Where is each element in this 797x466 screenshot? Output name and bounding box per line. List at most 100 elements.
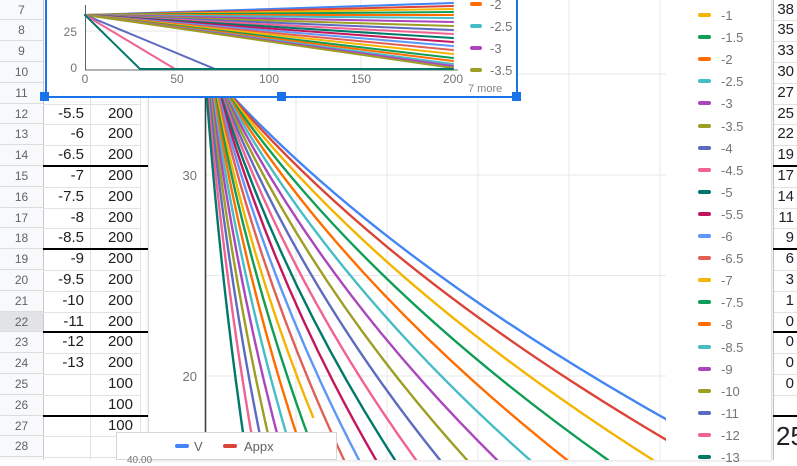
cell[interactable]: 0	[785, 354, 794, 372]
bottom-chart[interactable]: V Appx 40.00	[116, 432, 337, 466]
legend-label: -10	[721, 383, 740, 399]
cell[interactable]: 200	[107, 104, 133, 122]
legend-label: -5	[721, 184, 733, 200]
main-chart-legend: -1 -1.5 -2 -2.5 -3 -3.5 -4 -4.5 -5 -5.5 -6 -6.5 -7 -7…	[691, 0, 773, 465]
gridline	[774, 374, 797, 375]
row-header[interactable]: 21	[0, 291, 43, 312]
cell[interactable]: 14	[777, 187, 794, 205]
row-header[interactable]: 22	[0, 311, 43, 333]
row-header[interactable]: 9	[0, 41, 43, 62]
gridline	[774, 311, 797, 313]
cell[interactable]: 35	[777, 21, 794, 39]
gridline	[140, 98, 141, 460]
gridline	[43, 457, 140, 459]
cell[interactable]: 200	[107, 271, 133, 288]
cell[interactable]: 33	[777, 42, 794, 60]
cell[interactable]: 200	[107, 146, 133, 164]
gridline	[43, 311, 140, 313]
cell[interactable]: 100	[107, 375, 133, 392]
resize-handle-bottom-right[interactable]	[512, 92, 521, 101]
cell[interactable]: -12	[62, 333, 84, 351]
cell[interactable]: -5.5	[58, 104, 84, 122]
cell[interactable]: 200	[107, 125, 133, 143]
cell[interactable]: -6.5	[58, 146, 84, 164]
cell[interactable]: -8	[70, 208, 84, 226]
cell[interactable]: 25	[777, 104, 794, 122]
cell[interactable]: -6	[70, 125, 84, 143]
cell[interactable]: 100	[107, 416, 133, 434]
resize-handle-bottom-left[interactable]	[40, 92, 49, 101]
gridline	[774, 124, 797, 126]
cell[interactable]: -7.5	[58, 187, 84, 205]
row-header[interactable]: 18	[0, 228, 43, 250]
cell[interactable]: 200	[107, 229, 133, 247]
cell[interactable]: 200	[107, 291, 133, 309]
cell[interactable]: 22	[777, 125, 794, 143]
cell[interactable]: 200	[107, 167, 133, 184]
cell[interactable]: 27	[777, 83, 794, 101]
legend-swatch-icon	[698, 410, 711, 415]
cell[interactable]: 0	[785, 312, 794, 330]
row-header[interactable]: 13	[0, 124, 43, 146]
cell[interactable]: 200	[107, 208, 133, 226]
row-header[interactable]: 26	[0, 395, 43, 416]
legend-swatch-icon	[698, 256, 711, 261]
cell[interactable]: 200	[107, 187, 133, 205]
row-header[interactable]: 14	[0, 145, 43, 166]
top-x-tick-0: 0	[81, 72, 89, 86]
legend-swatch-icon	[698, 278, 711, 283]
legend-label: -12	[721, 427, 740, 443]
row-header[interactable]: 23	[0, 332, 43, 354]
cell[interactable]: 30	[777, 63, 794, 80]
cell[interactable]: 100	[107, 395, 133, 413]
cell[interactable]: 11	[778, 208, 794, 226]
cell[interactable]: 0	[785, 333, 794, 351]
cell[interactable]: 200	[107, 312, 133, 330]
row-header[interactable]: 27	[0, 416, 43, 437]
row-header[interactable]: 17	[0, 208, 43, 229]
legend-entry: -5.5	[691, 207, 773, 222]
row-header[interactable]: 28	[0, 436, 43, 458]
gridline	[43, 103, 140, 105]
row-header[interactable]: 11	[0, 83, 43, 104]
legend-more-label[interactable]: 7 more	[468, 83, 503, 95]
legend-entry: -11	[691, 406, 773, 421]
cell[interactable]: 3	[785, 271, 794, 288]
legend-label: -6	[721, 229, 733, 244]
cell[interactable]: -7	[70, 167, 84, 184]
row-header[interactable]: 20	[0, 270, 43, 291]
cell[interactable]: -9.5	[58, 271, 84, 288]
cell[interactable]: 17	[777, 167, 794, 184]
cell[interactable]: -9	[70, 250, 84, 268]
cell[interactable]: 38	[777, 0, 794, 18]
cell[interactable]: 0	[785, 375, 794, 392]
row-header[interactable]: 15	[0, 166, 43, 187]
cell[interactable]: 1	[785, 291, 794, 309]
cell[interactable]: -11	[63, 312, 84, 330]
selected-chart[interactable]: 25 0 0 50 100 150 200 -2 -2.5 -3 -3.5 7 mor…	[45, 0, 518, 98]
cell[interactable]: 200	[107, 250, 133, 268]
cell[interactable]: 19	[777, 146, 794, 164]
cell[interactable]: -10	[62, 291, 84, 309]
row-header[interactable]: 10	[0, 62, 43, 83]
row-header[interactable]: 7	[0, 0, 43, 21]
cell[interactable]: -8.5	[58, 229, 84, 247]
row-header[interactable]: 12	[0, 104, 43, 125]
resize-handle-bottom-mid[interactable]	[277, 92, 286, 101]
cell[interactable]: 6	[785, 250, 794, 268]
row-header[interactable]: 25	[0, 374, 43, 395]
row-header[interactable]: 24	[0, 353, 43, 374]
cell[interactable]: -13	[62, 354, 84, 372]
legend-label: -9	[721, 361, 733, 377]
cell[interactable]: 9	[785, 229, 794, 247]
large-value-cell[interactable]: 25,	[776, 421, 797, 451]
appx-series-label: Appx	[244, 439, 274, 454]
legend-entry: -7.5	[691, 295, 773, 310]
legend-label: -3.5	[721, 118, 744, 134]
row-header[interactable]: 19	[0, 249, 43, 270]
row-header[interactable]: 16	[0, 187, 43, 208]
row-header[interactable]: 8	[0, 20, 43, 42]
thick-border	[773, 414, 797, 417]
cell[interactable]: 200	[107, 333, 133, 351]
cell[interactable]: 200	[107, 354, 133, 372]
